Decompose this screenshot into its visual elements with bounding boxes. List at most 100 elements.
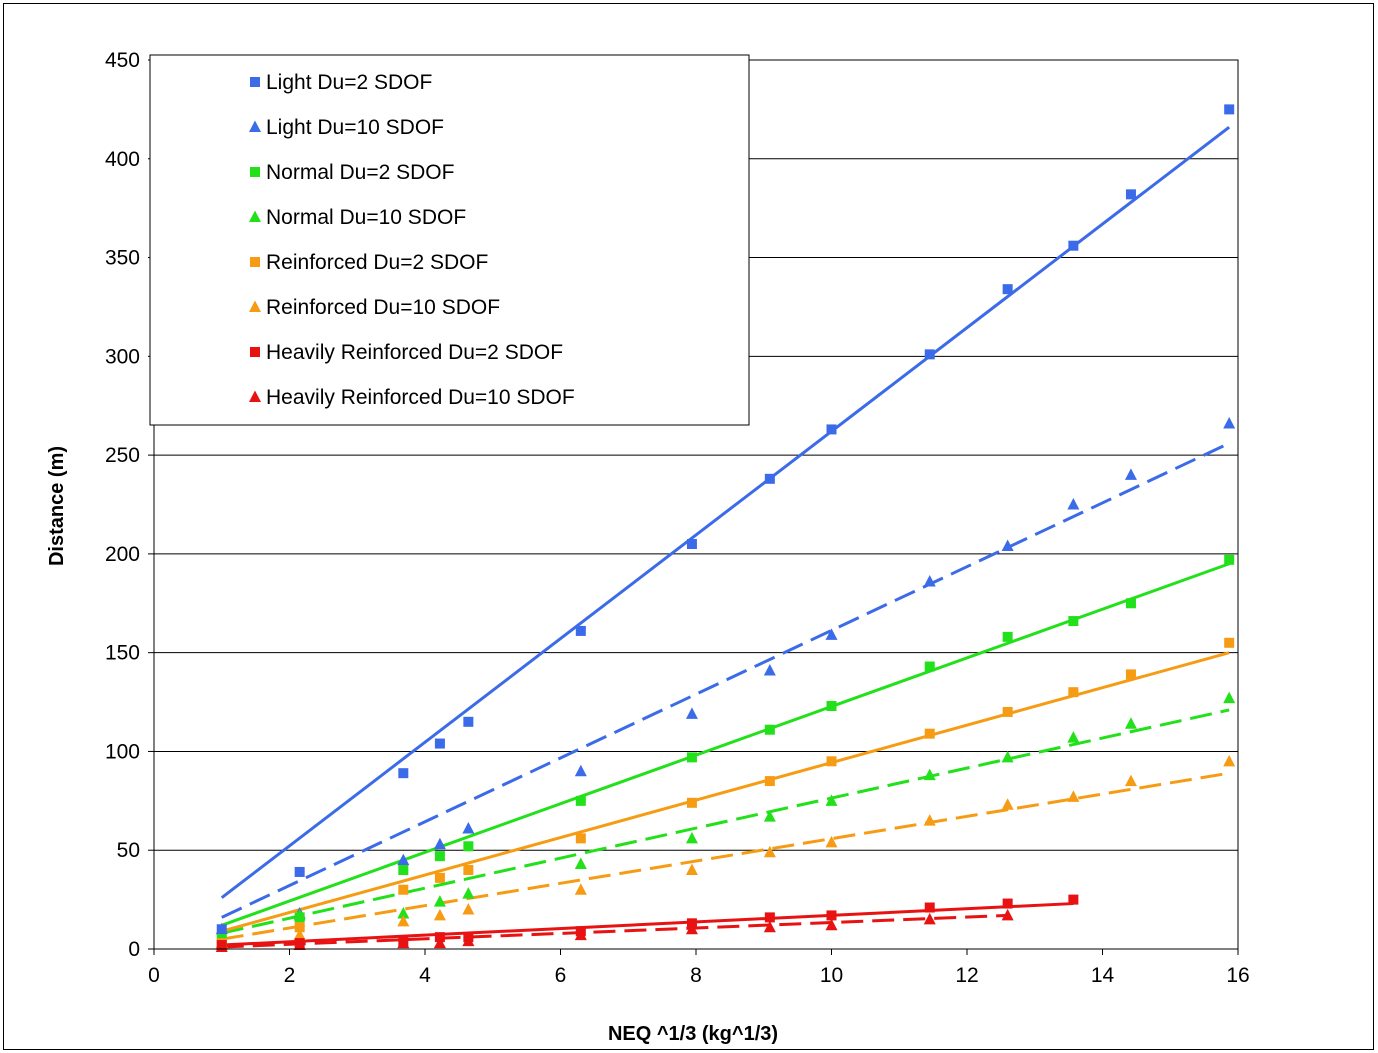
data-point [398,864,409,875]
data-point [398,768,409,779]
data-point [434,872,445,883]
y-tick-label: 400 [105,148,140,171]
data-point [574,764,587,777]
legend: Light Du=2 SDOF Light Du=10 SDOF Normal Du… [149,54,750,426]
data-point [462,887,475,899]
data-point [434,738,445,749]
y-tick-label: 100 [105,740,140,763]
data-point [924,661,935,672]
data-point [826,910,837,921]
y-tick-label: 300 [105,345,140,368]
data-point [825,918,838,931]
x-tick-label: 4 [419,964,431,987]
data-point [433,936,446,949]
data-point [1067,731,1080,743]
data-point [1002,284,1013,295]
data-point [294,922,305,933]
legend-marker [249,120,261,132]
data-point [763,920,776,933]
data-point [397,936,410,949]
data-point [433,837,446,850]
data-point [685,831,698,844]
data-point [923,575,936,587]
y-tick-label: 0 [128,938,140,961]
data-point [686,797,697,808]
data-point [1001,908,1014,921]
x-tick-label: 0 [148,964,160,987]
data-point [1002,898,1013,909]
trend-line-7 [221,902,1074,947]
data-point [434,851,445,862]
data-point [763,845,776,858]
data-point [826,424,837,435]
legend-label: Light Du=10 SDOF [266,116,444,139]
data-point [574,883,587,895]
y-tick-label: 200 [105,543,140,566]
data-point [1124,774,1137,787]
legend-marker [249,300,261,312]
x-tick-label: 8 [690,964,702,987]
data-point [764,724,775,735]
data-point [1125,598,1136,609]
data-point [763,663,776,676]
y-tick-label: 450 [105,49,140,72]
y-tick-label: 250 [105,444,140,467]
data-point [826,701,837,712]
data-point [293,928,306,941]
data-point [923,912,936,925]
trend-line-5 [221,651,1230,933]
data-point [923,768,936,781]
y-tick-label: 50 [117,839,140,862]
data-point [575,625,586,636]
x-tick-label: 2 [284,964,296,987]
trend-lines [220,125,1231,949]
data-point [764,776,775,787]
trend-line-8 [221,913,1008,949]
data-point [1001,750,1014,763]
legend-marker [250,77,260,87]
data-point [1002,631,1013,642]
data-point [1124,468,1137,480]
data-point [826,756,837,767]
data-point [924,728,935,739]
legend-label: Reinforced Du=2 SDOF [266,251,488,274]
legend-label: Reinforced Du=10 SDOF [266,296,500,319]
x-tick-label: 12 [955,964,978,987]
data-point [1223,417,1236,429]
legend-marker [249,210,261,222]
data-point [397,853,410,866]
data-point [398,884,409,895]
data-point [825,794,838,806]
data-point [462,902,475,915]
data-point [433,908,446,921]
data-point [1224,637,1235,648]
data-point [1002,706,1013,717]
data-point [575,833,586,844]
y-tick-label: 150 [105,642,140,665]
legend-marker [250,257,260,267]
legend-label: Heavily Reinforced Du=2 SDOF [266,341,563,364]
data-point [1125,669,1136,680]
data-point [1067,498,1080,510]
data-point [825,835,838,848]
data-point [685,707,698,719]
data-point [764,912,775,923]
chart-frame [3,3,1374,1050]
trend-line-3 [221,562,1230,927]
data-point [294,866,305,877]
data-point [685,863,698,875]
x-tick-label: 16 [1226,964,1249,987]
data-point [764,473,775,484]
data-point [686,539,697,550]
data-point [1001,798,1014,810]
data-point [924,349,935,360]
y-axis-title: Distance (m) [46,446,68,566]
data-point [1223,691,1236,704]
data-point [575,795,586,806]
data-point [397,906,410,919]
x-tick-label: 10 [820,964,843,987]
legend-label: Heavily Reinforced Du=10 SDOF [266,386,575,409]
legend-label: Normal Du=10 SDOF [266,206,466,229]
trend-line-1 [220,125,1231,899]
